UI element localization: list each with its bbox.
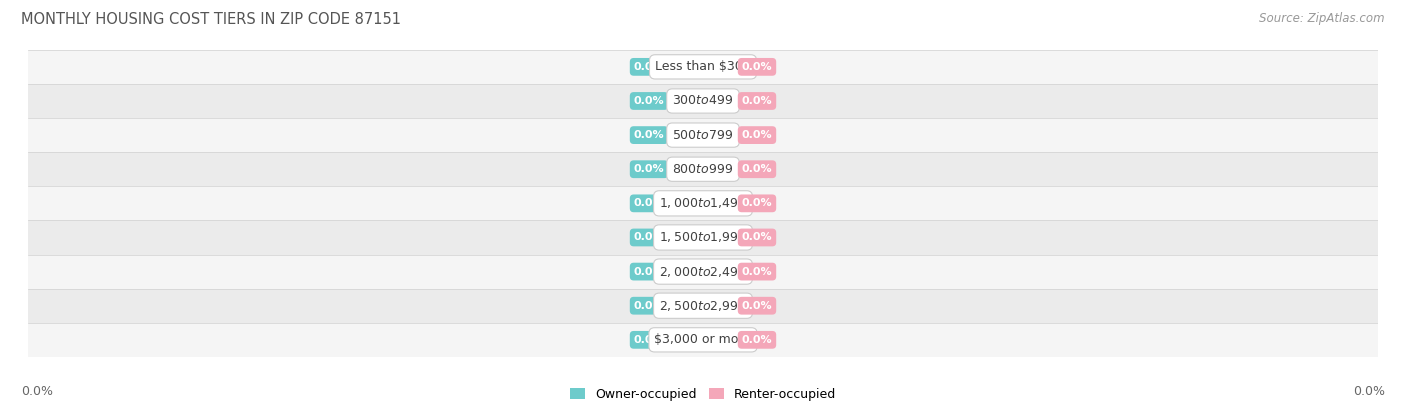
- Text: $2,500 to $2,999: $2,500 to $2,999: [659, 299, 747, 313]
- Text: 0.0%: 0.0%: [21, 386, 53, 398]
- Text: $1,500 to $1,999: $1,500 to $1,999: [659, 230, 747, 244]
- Text: 0.0%: 0.0%: [742, 164, 772, 174]
- Text: $2,000 to $2,499: $2,000 to $2,499: [659, 265, 747, 278]
- Text: Less than $300: Less than $300: [655, 60, 751, 73]
- Text: 0.0%: 0.0%: [634, 62, 664, 72]
- Text: 0.0%: 0.0%: [634, 335, 664, 345]
- Text: 0.0%: 0.0%: [742, 266, 772, 276]
- Bar: [28, 84, 1378, 118]
- Text: 0.0%: 0.0%: [634, 198, 664, 208]
- Text: 0.0%: 0.0%: [634, 130, 664, 140]
- Text: 0.0%: 0.0%: [634, 96, 664, 106]
- Bar: [28, 152, 1378, 186]
- Bar: [28, 186, 1378, 220]
- Bar: [28, 50, 1378, 84]
- Text: $1,000 to $1,499: $1,000 to $1,499: [659, 196, 747, 210]
- Text: $300 to $499: $300 to $499: [672, 95, 734, 107]
- Text: 0.0%: 0.0%: [634, 164, 664, 174]
- Text: 0.0%: 0.0%: [742, 96, 772, 106]
- Text: 0.0%: 0.0%: [634, 266, 664, 276]
- Bar: [28, 220, 1378, 254]
- Text: 0.0%: 0.0%: [634, 301, 664, 311]
- Bar: [28, 254, 1378, 289]
- Text: 0.0%: 0.0%: [742, 232, 772, 242]
- Text: 0.0%: 0.0%: [634, 232, 664, 242]
- Text: $500 to $799: $500 to $799: [672, 129, 734, 142]
- Text: MONTHLY HOUSING COST TIERS IN ZIP CODE 87151: MONTHLY HOUSING COST TIERS IN ZIP CODE 8…: [21, 12, 401, 27]
- Text: 0.0%: 0.0%: [742, 335, 772, 345]
- Text: 0.0%: 0.0%: [742, 301, 772, 311]
- Bar: [28, 118, 1378, 152]
- Text: 0.0%: 0.0%: [1353, 386, 1385, 398]
- Legend: Owner-occupied, Renter-occupied: Owner-occupied, Renter-occupied: [565, 383, 841, 406]
- Text: $800 to $999: $800 to $999: [672, 163, 734, 176]
- Text: $3,000 or more: $3,000 or more: [655, 333, 751, 347]
- Text: 0.0%: 0.0%: [742, 130, 772, 140]
- Bar: [28, 323, 1378, 357]
- Text: Source: ZipAtlas.com: Source: ZipAtlas.com: [1260, 12, 1385, 25]
- Bar: [28, 289, 1378, 323]
- Text: 0.0%: 0.0%: [742, 198, 772, 208]
- Text: 0.0%: 0.0%: [742, 62, 772, 72]
